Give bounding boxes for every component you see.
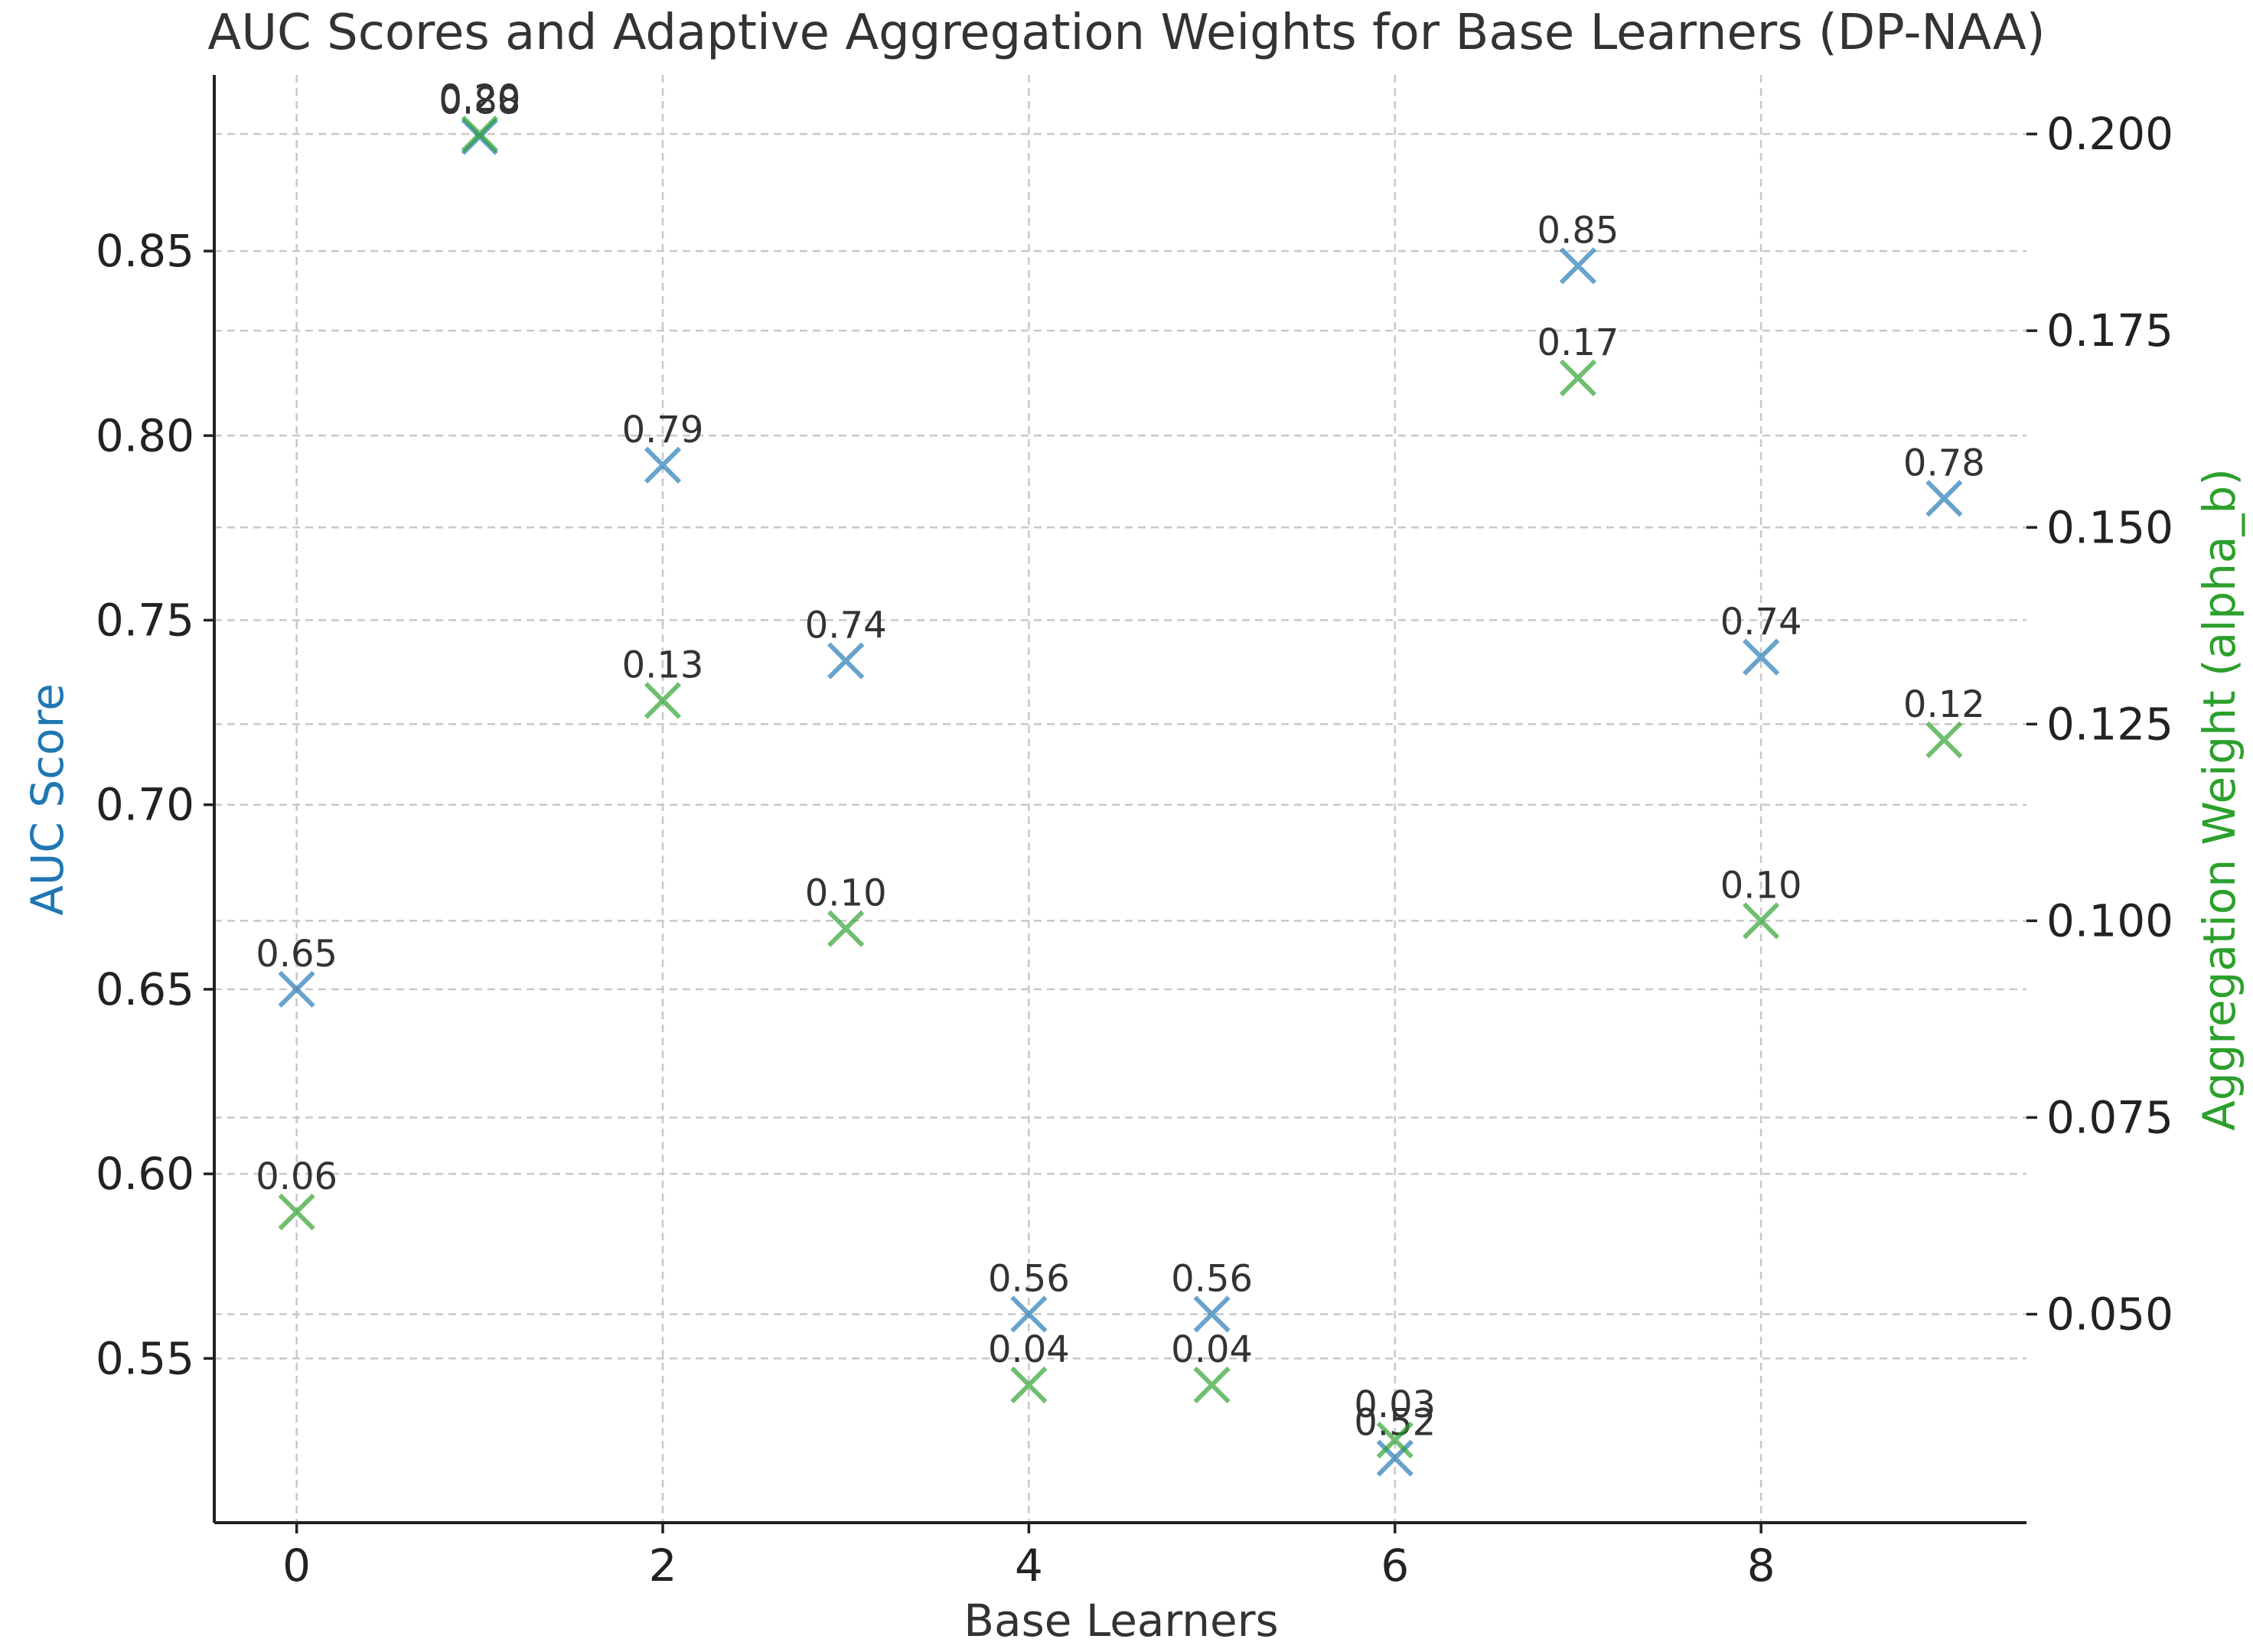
y2-tick-label: 0.075 — [2046, 1091, 2173, 1143]
weight-point — [461, 115, 498, 153]
auc-point — [1559, 247, 1597, 285]
weight-point — [827, 910, 865, 947]
weight-data-label: 0.10 — [1720, 864, 1802, 907]
auc-point — [1010, 1295, 1048, 1333]
x-axis-label: Base Learners — [963, 1595, 1279, 1647]
y2-tick-label: 0.150 — [2046, 501, 2173, 553]
x-tick-label: 6 — [1381, 1540, 1409, 1592]
x-tick-label: 2 — [649, 1540, 677, 1592]
auc-data-label: 0.78 — [1903, 442, 1985, 484]
auc-data-label: 0.88 — [439, 80, 520, 123]
auc-data-label: 0.74 — [1720, 601, 1802, 644]
y-tick-label: 0.70 — [96, 779, 194, 831]
y2-tick-label: 0.050 — [2046, 1289, 2173, 1341]
auc-data-label: 0.56 — [988, 1257, 1070, 1300]
chart-title: AUC Scores and Adaptive Aggregation Weig… — [207, 5, 2045, 61]
weight-point — [644, 682, 682, 719]
auc-data-label: 0.56 — [1171, 1257, 1253, 1300]
x-tick-label: 8 — [1747, 1540, 1775, 1592]
y2-tick-label: 0.100 — [2046, 894, 2173, 947]
y-tick-label: 0.60 — [96, 1148, 194, 1200]
y2-tick-label: 0.175 — [2046, 305, 2173, 357]
auc-data-label: 0.65 — [256, 933, 337, 976]
auc-point — [278, 970, 315, 1008]
series-weight: 0.06 0.20 0.13 0.10 0.04 0.04 0.03 0.17 0.10 0.12 — [256, 77, 1985, 1459]
auc-data-label: 0.79 — [622, 409, 704, 451]
grid — [214, 75, 2026, 1523]
weight-data-label: 0.06 — [256, 1155, 337, 1198]
y-tick-label: 0.55 — [96, 1332, 194, 1384]
weight-point — [1925, 721, 1963, 759]
weight-data-label: 0.03 — [1354, 1383, 1436, 1426]
weight-data-label: 0.04 — [988, 1328, 1070, 1371]
y-tick-label: 0.75 — [96, 595, 194, 647]
y-tick-label: 0.80 — [96, 409, 194, 461]
weight-data-label: 0.20 — [439, 77, 520, 120]
axes: 0 2 4 6 8 0.55 0.60 0.65 0.70 0.75 0.80 0.85 0.050 0.… — [96, 75, 2173, 1592]
auc-point — [1193, 1295, 1231, 1333]
y-axis-label: AUC Score — [21, 683, 73, 916]
weight-data-label: 0.04 — [1171, 1328, 1253, 1371]
y2-tick-label: 0.125 — [2046, 698, 2173, 750]
weight-point — [1559, 359, 1597, 397]
auc-data-label: 0.74 — [805, 604, 887, 647]
auc-point — [644, 446, 682, 484]
weight-point — [278, 1193, 315, 1230]
weight-point — [1743, 902, 1780, 940]
weight-point — [1376, 1421, 1413, 1459]
y2-tick-label: 0.200 — [2046, 108, 2173, 160]
plot-area: 0.650.880.790.740.56 0.560.520.850.740.78… — [256, 77, 1985, 1477]
weight-point — [1193, 1366, 1231, 1404]
weight-data-label: 0.12 — [1903, 683, 1985, 726]
y-tick-label: 0.65 — [96, 963, 194, 1015]
auc-point — [1376, 1439, 1413, 1477]
auc-point — [827, 642, 865, 679]
y2-axis-label: Aggregation Weight (alpha_b) — [2193, 468, 2245, 1131]
y-tick-label: 0.85 — [96, 225, 194, 277]
weight-point — [1010, 1366, 1048, 1404]
x-tick-label: 0 — [282, 1540, 311, 1592]
x-tick-label: 4 — [1015, 1540, 1043, 1592]
series-auc: 0.650.880.790.740.56 0.560.520.850.740.78 — [256, 80, 1985, 1477]
auc-point — [1743, 638, 1780, 676]
auc-point — [1925, 480, 1963, 517]
weight-data-label: 0.17 — [1537, 321, 1619, 364]
weight-data-label: 0.13 — [622, 644, 704, 686]
weight-data-label: 0.10 — [805, 872, 887, 915]
auc-data-label: 0.85 — [1537, 209, 1619, 252]
